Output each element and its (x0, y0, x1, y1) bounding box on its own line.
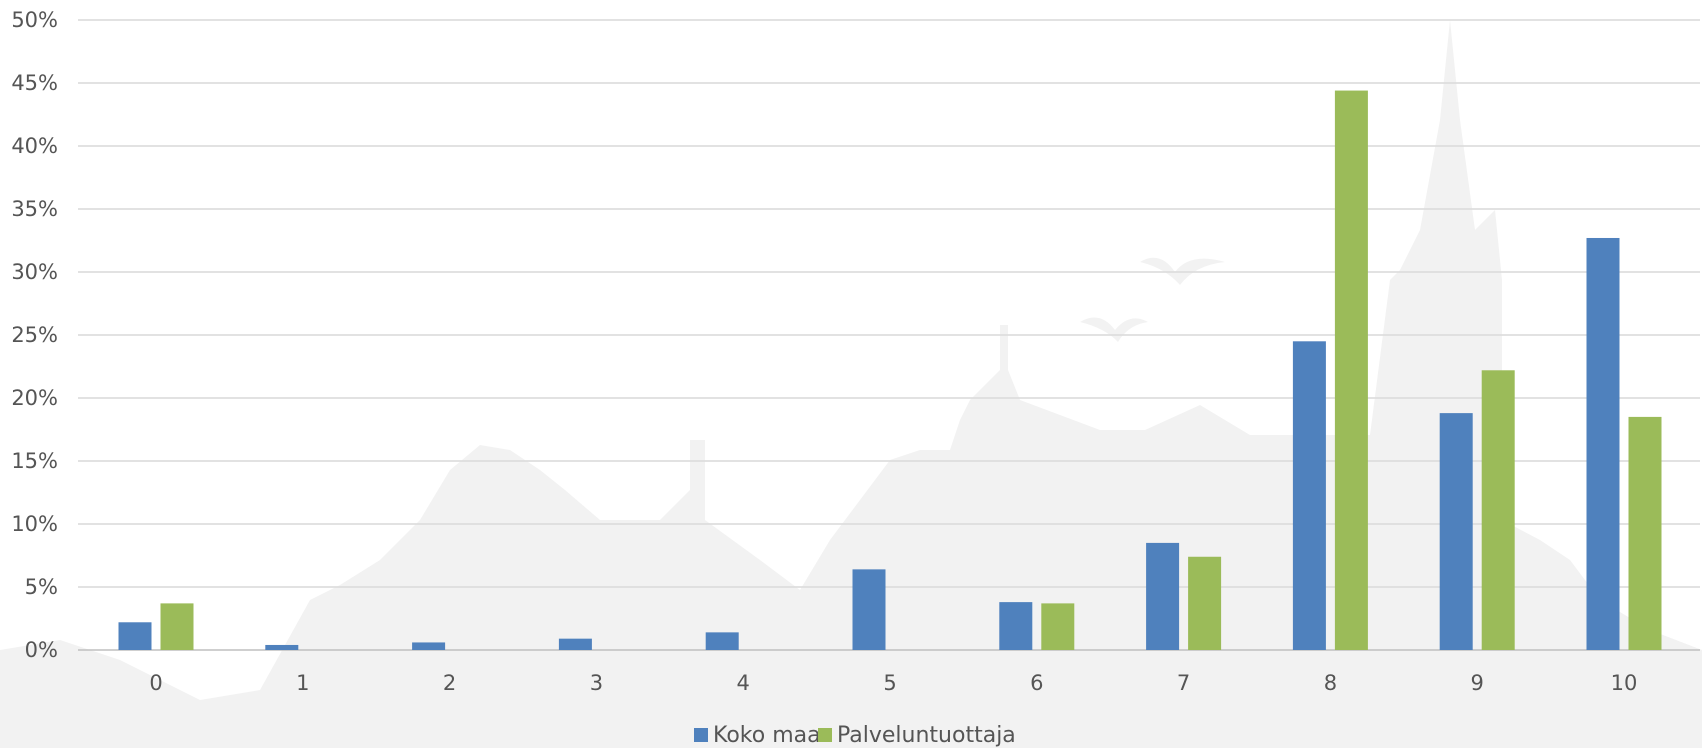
legend-swatch (694, 728, 708, 742)
x-tick-label: 7 (1177, 671, 1190, 695)
legend-label: Koko maa (713, 723, 821, 748)
x-tick-label: 5 (883, 671, 896, 695)
y-tick-label: 35% (11, 197, 58, 221)
x-tick-label: 8 (1324, 671, 1337, 695)
bar-koko-maa (1439, 413, 1473, 650)
bars (118, 90, 1662, 651)
x-axis-tick-labels: 0 1 2 3 4 5 6 7 8 9 10 (149, 671, 1637, 695)
bar-koko-maa (999, 602, 1033, 650)
bar-koko-maa (1146, 542, 1180, 650)
x-tick-label: 3 (590, 671, 603, 695)
x-tick-label: 0 (149, 671, 162, 695)
y-tick-label: 25% (11, 323, 58, 347)
y-tick-label: 40% (11, 134, 58, 158)
bar-koko-maa (1292, 341, 1326, 650)
bar-palveluntuottaja (1481, 370, 1515, 650)
y-tick-label: 0% (25, 638, 58, 662)
legend: Koko maa Palveluntuottaja (694, 723, 1016, 748)
y-tick-label: 15% (11, 449, 58, 473)
y-tick-label: 45% (11, 71, 58, 95)
y-tick-label: 50% (11, 8, 58, 32)
bar-koko-maa (265, 644, 299, 650)
bar-koko-maa (852, 569, 886, 650)
bar-koko-maa (118, 622, 152, 650)
y-tick-label: 5% (25, 575, 58, 599)
y-tick-label: 20% (11, 386, 58, 410)
legend-swatch (818, 728, 832, 742)
x-tick-label: 4 (737, 671, 750, 695)
bar-koko-maa (558, 638, 592, 650)
x-tick-label: 2 (443, 671, 456, 695)
y-axis-tick-labels: 0% 5% 10% 15% 20% 25% 30% 35% 40% 45% 50% (11, 8, 58, 662)
bar-palveluntuottaja (160, 603, 194, 650)
gridlines (78, 19, 1700, 651)
bar-palveluntuottaja (1628, 416, 1662, 650)
bar-koko-maa (1586, 237, 1620, 651)
x-tick-label: 10 (1611, 671, 1638, 695)
bar-palveluntuottaja (1041, 603, 1075, 650)
x-tick-label: 6 (1030, 671, 1043, 695)
bar-palveluntuottaja (1334, 90, 1368, 650)
y-tick-label: 10% (11, 512, 58, 536)
x-tick-label: 1 (296, 671, 309, 695)
y-tick-label: 30% (11, 260, 58, 284)
bar-koko-maa (412, 642, 446, 650)
x-tick-label: 9 (1471, 671, 1484, 695)
bar-koko-maa (705, 632, 739, 650)
legend-label: Palveluntuottaja (837, 723, 1016, 748)
bar-palveluntuottaja (1188, 556, 1222, 650)
